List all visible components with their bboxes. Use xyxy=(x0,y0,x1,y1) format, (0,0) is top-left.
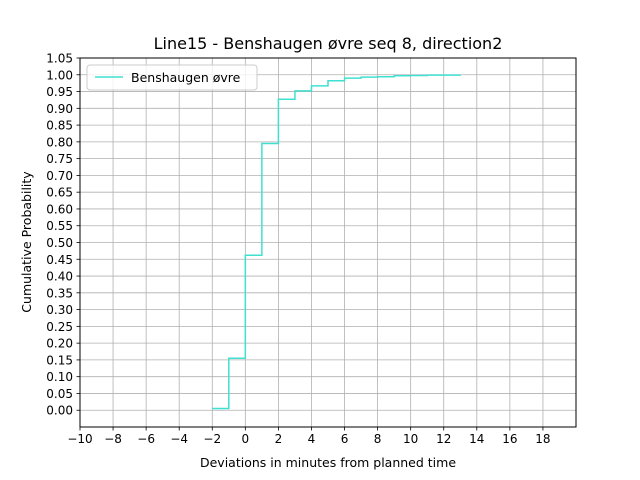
x-tick-label: 0 xyxy=(242,432,250,446)
x-tick-label: 12 xyxy=(436,432,451,446)
plot-series xyxy=(212,74,462,410)
x-axis-ticks: −10 −8 −6 −4 −2 0 2 4 6 8 10 12 14 16 18 xyxy=(67,427,551,446)
y-tick-label: 0.05 xyxy=(46,387,73,401)
y-tick-label: 0.00 xyxy=(46,404,73,418)
legend: Benshaugen øvre xyxy=(86,64,258,91)
y-tick-label: 0.15 xyxy=(46,353,73,367)
y-tick-label: 0.85 xyxy=(46,119,73,133)
series-step-line xyxy=(212,74,462,410)
x-tick-label: 8 xyxy=(374,432,382,446)
y-tick-label: 0.20 xyxy=(46,337,73,351)
x-tick-label: 6 xyxy=(341,432,349,446)
y-tick-label: 0.40 xyxy=(46,270,73,284)
y-tick-label: 0.95 xyxy=(46,85,73,99)
y-tick-label: 0.10 xyxy=(46,370,73,384)
y-axis-label: Cumulative Probability xyxy=(19,171,34,313)
y-tick-label: 0.35 xyxy=(46,286,73,300)
y-tick-label: 0.30 xyxy=(46,303,73,317)
y-tick-label: 0.70 xyxy=(46,169,73,183)
y-tick-label: 0.65 xyxy=(46,186,73,200)
grid xyxy=(79,57,576,427)
y-tick-label: 0.55 xyxy=(46,219,73,233)
x-axis-label: Deviations in minutes from planned time xyxy=(200,455,456,470)
legend-label: Benshaugen øvre xyxy=(131,70,241,85)
x-tick-label: 18 xyxy=(535,432,550,446)
y-tick-label: 1.00 xyxy=(46,68,73,82)
x-tick-label: −8 xyxy=(104,432,122,446)
y-tick-label: 0.80 xyxy=(46,135,73,149)
x-tick-label: −10 xyxy=(67,432,92,446)
x-tick-label: 4 xyxy=(308,432,316,446)
y-tick-label: 0.90 xyxy=(46,102,73,116)
y-tick-label: 0.25 xyxy=(46,320,73,334)
chart-title: Line15 - Benshaugen øvre seq 8, directio… xyxy=(154,34,503,53)
y-tick-label: 1.05 xyxy=(46,52,73,66)
y-tick-label: 0.60 xyxy=(46,202,73,216)
legend-box xyxy=(86,64,258,91)
x-tick-label: −4 xyxy=(170,432,188,446)
y-tick-label: 0.45 xyxy=(46,253,73,267)
y-tick-label: 0.75 xyxy=(46,152,73,166)
x-tick-label: 16 xyxy=(502,432,517,446)
x-tick-label: 14 xyxy=(469,432,484,446)
x-tick-label: 10 xyxy=(403,432,418,446)
x-tick-label: 2 xyxy=(275,432,283,446)
x-tick-label: −2 xyxy=(203,432,221,446)
y-axis-ticks: 0.00 0.05 0.10 0.15 0.20 0.25 0.30 0.35 0.40 0.45… xyxy=(46,52,80,418)
x-tick-label: −6 xyxy=(137,432,155,446)
y-tick-label: 0.50 xyxy=(46,236,73,250)
